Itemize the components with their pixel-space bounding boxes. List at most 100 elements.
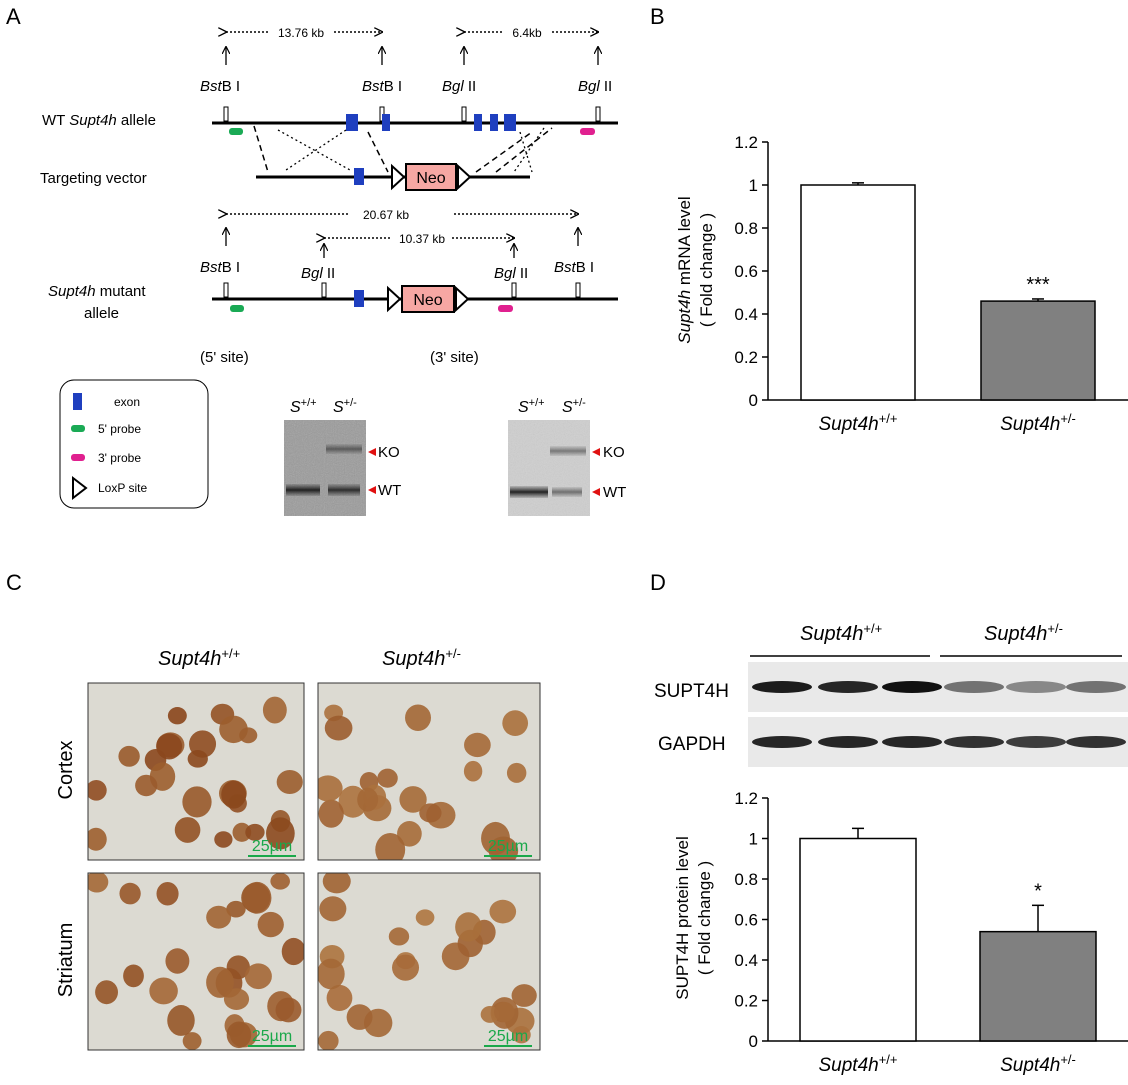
- neo-cassette-mutant: [401, 285, 455, 313]
- cell-nucleus: [156, 733, 183, 760]
- panel-letter-c: C: [6, 570, 22, 595]
- cell-nucleus: [95, 980, 118, 1005]
- enzyme-label-bglii-2: Bgl II: [578, 78, 612, 95]
- svg-text:S+/+: S+/+: [290, 397, 317, 416]
- svg-text:S+/-: S+/-: [562, 397, 586, 416]
- cell-nucleus: [324, 715, 353, 741]
- cell-nucleus: [397, 821, 422, 847]
- cell-nucleus: [318, 799, 344, 828]
- chart-d-ylabel: SUPT4H protein level: [673, 836, 692, 999]
- cell-nucleus: [118, 745, 140, 767]
- significance-label: ***: [1026, 274, 1050, 296]
- blot-band: [944, 736, 1004, 748]
- mutant-allele-label-2: allele: [84, 305, 119, 322]
- panel-c-header-het: Supt4h+/-: [382, 646, 461, 671]
- y-tick-label: 0.8: [734, 219, 758, 238]
- cell-nucleus: [388, 927, 410, 946]
- y-tick-label: 0.4: [734, 305, 758, 324]
- cell-nucleus: [266, 817, 295, 850]
- y-tick-label: 0: [749, 391, 758, 410]
- neo-label-mutant: Neo: [413, 292, 442, 309]
- cell-nucleus: [221, 780, 247, 809]
- cell-nucleus: [88, 827, 107, 851]
- cell-nucleus: [174, 817, 201, 843]
- enzyme-label-bstbi-3: BstB I: [200, 259, 240, 276]
- cell-nucleus: [119, 882, 141, 905]
- cell-nucleus: [206, 905, 232, 929]
- row-label-cortex: Cortex: [55, 741, 77, 800]
- cell-nucleus: [182, 786, 212, 818]
- category-label: Supt4h+/+: [818, 1052, 897, 1077]
- legend-3-probe: 3' probe: [98, 451, 141, 465]
- cell-nucleus: [405, 704, 431, 731]
- legend-5-probe-swatch: [71, 425, 85, 432]
- cell-nucleus: [375, 833, 406, 860]
- cell-nucleus: [392, 954, 420, 981]
- cell-nucleus: [226, 900, 246, 918]
- legend: exon 5' probe 3' probe LoxP site: [59, 379, 209, 509]
- y-tick-label: 0: [749, 1032, 758, 1051]
- chart-b-ylabel: Supt4h mRNA level: [675, 196, 694, 343]
- cell-nucleus: [281, 937, 304, 966]
- y-tick-label: 0.6: [734, 911, 758, 930]
- cell-nucleus: [88, 873, 109, 893]
- significance-label: *: [1034, 880, 1042, 902]
- y-tick-label: 0.8: [734, 870, 758, 889]
- cell-nucleus: [399, 786, 427, 813]
- cell-nucleus: [135, 774, 158, 797]
- cell-nucleus: [455, 912, 482, 942]
- blot-band: [882, 736, 942, 748]
- enzyme-label-bstbi-1: BstB I: [200, 78, 240, 95]
- bar: [979, 930, 1097, 1042]
- site-3-label: (3' site): [430, 349, 479, 366]
- scale-bar-label: 25µm: [488, 838, 528, 855]
- wt-exons: [346, 114, 516, 131]
- blot-band: [1066, 736, 1126, 748]
- wt-5-probe: [229, 128, 243, 135]
- panel-letter-a: A: [6, 4, 21, 29]
- cell-nucleus: [481, 821, 510, 855]
- scale-bar-label: 25µm: [252, 1028, 292, 1045]
- y-tick-label: 0.6: [734, 262, 758, 281]
- mutant-3-probe: [498, 305, 513, 312]
- wt-3-probe: [580, 128, 595, 135]
- cell-nucleus: [511, 984, 537, 1007]
- category-label: Supt4h+/-: [1000, 411, 1076, 436]
- cell-nucleus: [276, 770, 303, 794]
- cell-nucleus: [318, 1030, 339, 1050]
- y-tick-label: 0.2: [734, 992, 758, 1011]
- targeting-vector-label: Targeting vector: [40, 170, 147, 187]
- ihc-image: [318, 683, 540, 860]
- cell-nucleus: [149, 977, 178, 1005]
- y-tick-label: 1: [749, 176, 758, 195]
- distance-label-13-76: 13.76 kb: [278, 26, 324, 40]
- blot-band: [818, 681, 878, 693]
- gene-map: 13.76 kb 6.4kb BstB I BstB I Bgl II Bgl …: [40, 24, 618, 366]
- cell-nucleus: [463, 760, 483, 782]
- cell-nucleus: [506, 762, 527, 783]
- bar: [799, 837, 917, 1042]
- protein-bar-chart: 0 0.2 0.4 0.6 0.8 1 1.2 Supt4h+/+ * Supt4h+/-: [734, 789, 1128, 1076]
- site-5-label: (5' site): [200, 349, 249, 366]
- cell-nucleus: [88, 779, 107, 801]
- cell-nucleus: [206, 966, 234, 998]
- cell-nucleus: [464, 732, 491, 758]
- blot-band: [1006, 681, 1066, 693]
- cell-nucleus: [156, 882, 179, 906]
- y-tick-label: 1.2: [734, 133, 758, 152]
- cell-nucleus: [419, 803, 442, 823]
- category-label: Supt4h+/-: [1000, 1052, 1076, 1077]
- cell-nucleus: [226, 955, 250, 980]
- cell-nucleus: [226, 1021, 252, 1049]
- blot-band: [752, 736, 812, 748]
- enzyme-label-bstbi-2: BstB I: [362, 78, 402, 95]
- cell-nucleus: [242, 881, 272, 914]
- blot3-wt-label: WT: [603, 484, 626, 501]
- category-label: Supt4h+/+: [818, 411, 897, 436]
- band-label-supt4h: SUPT4H: [654, 681, 729, 702]
- svg-text:S+/-: S+/-: [333, 397, 357, 416]
- western-blot: [748, 662, 1128, 767]
- mrna-bar-chart: 0 0.2 0.4 0.6 0.8 1 1.2 Supt4h+/+ *** Supt4h+/-: [734, 133, 1128, 435]
- cell-nucleus: [232, 822, 252, 842]
- panel-c-header-wt: Supt4h+/+: [158, 646, 240, 671]
